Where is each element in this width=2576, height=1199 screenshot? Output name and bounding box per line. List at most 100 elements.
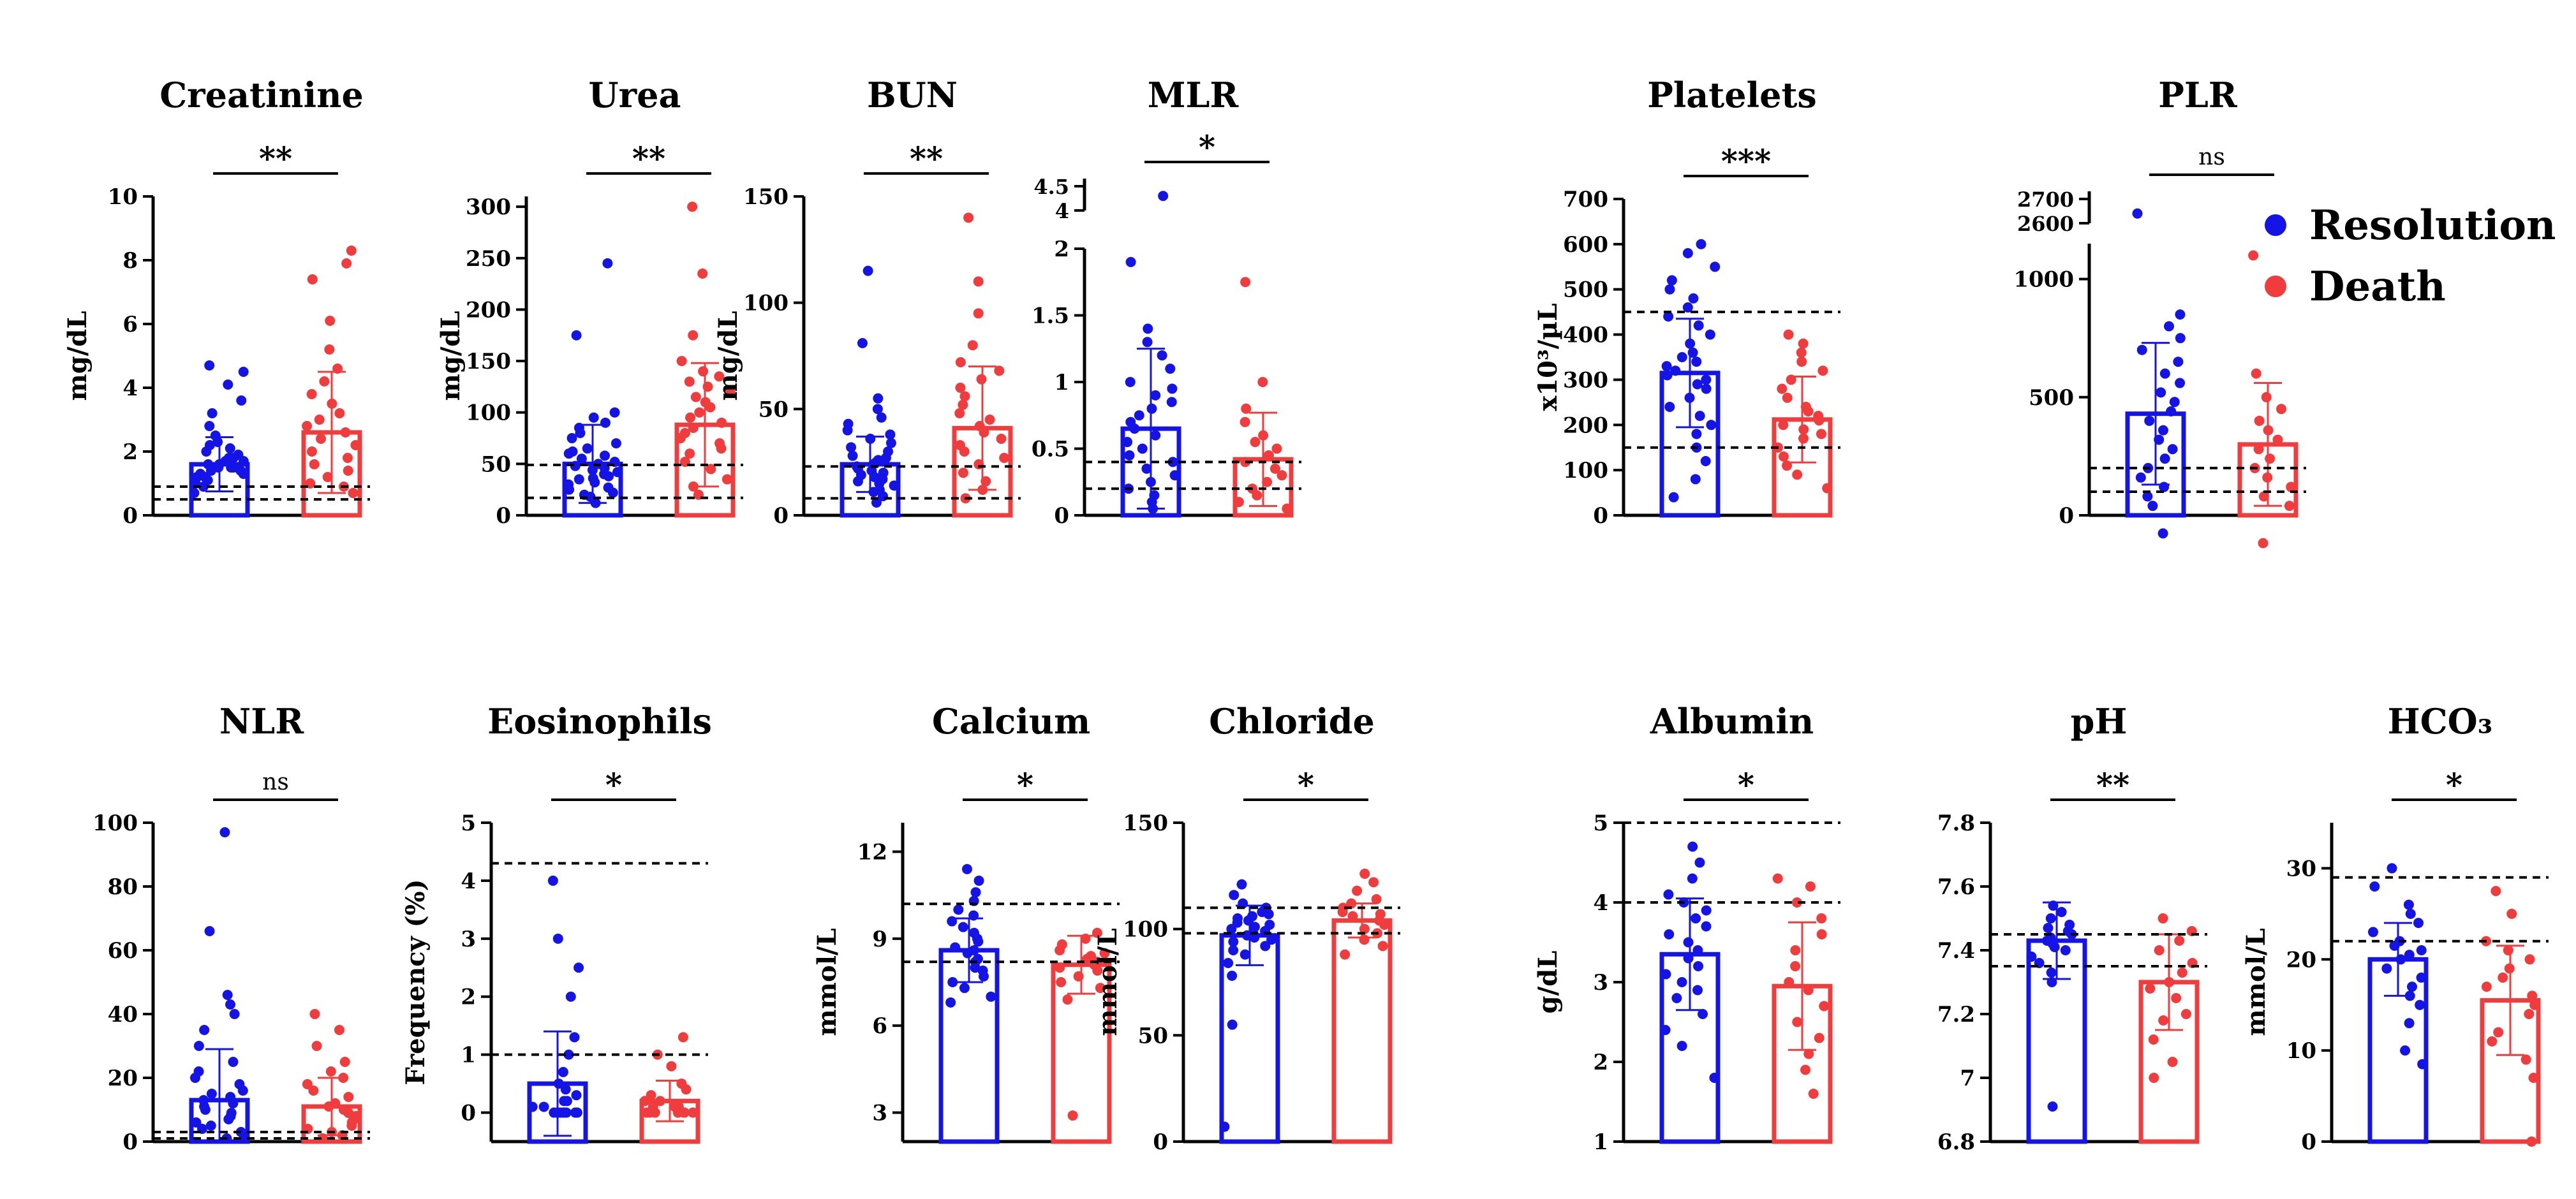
point-creatinine-death: [302, 421, 313, 431]
point-chloride-resolution: [1226, 923, 1237, 934]
point-eosinophils-resolution: [574, 962, 584, 973]
title-bun: BUN: [867, 75, 958, 115]
point-chloride-death: [1375, 909, 1386, 920]
point-hco--resolution: [2417, 1059, 2428, 1070]
point-hco--death: [2491, 886, 2501, 897]
point-creatinine-resolution: [195, 469, 206, 479]
point-chloride-resolution: [1229, 890, 1240, 901]
ytick-label-chloride: 0: [1153, 1129, 1168, 1155]
point-calcium-death: [1056, 939, 1067, 950]
point-bun-resolution: [871, 497, 882, 508]
point-calcium-death: [1067, 1110, 1078, 1121]
point-creatinine-resolution: [233, 450, 244, 460]
ytick-label-ph: 6.8: [1937, 1129, 1975, 1155]
point-urea-death: [725, 386, 736, 397]
point-urea-death: [684, 376, 695, 387]
point-plr-death: [2261, 392, 2272, 402]
point-ph-resolution: [2060, 945, 2071, 955]
point-nlr-resolution: [225, 999, 236, 1010]
point-eosinophils-death: [677, 1032, 688, 1043]
title-ph: pH: [2071, 701, 2128, 742]
point-hco--death: [2493, 1027, 2504, 1038]
point-urea-resolution: [611, 438, 621, 449]
point-mlr-death: [1263, 450, 1274, 460]
ytick-label-chloride: 50: [1138, 1023, 1168, 1048]
point-mlr-death: [1282, 503, 1292, 514]
point-bun-death: [955, 357, 966, 367]
point-hco--resolution: [2403, 899, 2414, 910]
point-eosinophils-death: [655, 1096, 665, 1107]
point-urea-death: [694, 407, 705, 418]
title-eosinophils: Eosinophils: [487, 701, 712, 742]
ytick-label-ph: 7.2: [1937, 1002, 1975, 1027]
point-bun-death: [994, 365, 1005, 376]
point-hco--resolution: [2404, 1018, 2415, 1029]
ytick-label-urea: 150: [466, 349, 511, 374]
point-plr-resolution: [2142, 491, 2153, 502]
point-urea-resolution: [570, 460, 581, 471]
point-albumin-resolution: [1701, 921, 1712, 932]
point-eosinophils-resolution: [549, 1107, 559, 1118]
ytick-label-mlr: 0.5: [1032, 437, 1069, 462]
point-platelets-resolution: [1666, 275, 1677, 286]
ytick-label-hco-: 0: [2301, 1129, 2316, 1155]
point-albumin-resolution: [1671, 993, 1682, 1003]
point-plr-resolution: [2175, 333, 2186, 344]
point-urea-death: [687, 202, 698, 212]
point-nlr-death: [339, 1057, 350, 1067]
point-mlr-resolution: [1137, 443, 1148, 454]
ytick-label-albumin: 2: [1593, 1050, 1608, 1075]
ytick-label-bun: 50: [759, 397, 788, 422]
point-nlr-death: [334, 1025, 345, 1035]
point-mlr-resolution: [1150, 390, 1161, 401]
point-urea-death: [685, 448, 695, 459]
point-nlr-resolution: [225, 1092, 236, 1102]
point-creatinine-resolution: [225, 443, 235, 453]
point-plr-death: [2248, 250, 2259, 261]
point-urea-death: [697, 268, 708, 279]
point-ph-death: [2167, 1057, 2178, 1067]
point-mlr-death: [1240, 277, 1251, 288]
point-hco--death: [2498, 972, 2508, 983]
point-calcium-resolution: [968, 945, 979, 955]
point-mlr-death: [1250, 437, 1261, 448]
point-hco--death: [2524, 1009, 2535, 1019]
point-calcium-resolution: [977, 965, 988, 976]
point-albumin-resolution: [1664, 929, 1675, 939]
point-urea-death: [716, 417, 727, 428]
point-creatinine-death: [343, 453, 353, 463]
point-chloride-death: [1352, 885, 1363, 896]
point-chloride-death: [1371, 894, 1382, 904]
point-mlr-death: [1277, 470, 1287, 481]
ytick-label-platelets: 600: [1563, 232, 1608, 258]
point-urea-resolution: [576, 453, 587, 464]
point-bun-death: [999, 453, 1010, 463]
point-bun-death: [958, 467, 968, 478]
point-bun-death: [955, 383, 966, 393]
ytick-label-upper-plr: 2700: [2017, 188, 2074, 212]
point-platelets-death: [1798, 338, 1809, 349]
point-albumin-death: [1814, 1033, 1825, 1043]
point-calcium-resolution: [953, 904, 964, 915]
point-urea-resolution: [567, 446, 578, 457]
point-eosinophils-resolution: [571, 1090, 582, 1101]
point-chloride-death: [1368, 877, 1379, 888]
legend-dot-resolution: [2265, 214, 2286, 236]
ytick-label-urea: 0: [496, 503, 511, 529]
title-albumin: Albumin: [1650, 701, 1814, 742]
ytick-label-nlr: 40: [108, 1002, 138, 1027]
significance-label-calcium: *: [1017, 766, 1033, 804]
point-mlr-resolution: [1157, 350, 1167, 361]
point-eosinophils-death: [666, 1061, 677, 1071]
point-creatinine-death: [343, 466, 353, 476]
ytick-label-nlr: 0: [122, 1129, 138, 1155]
significance-label-creatinine: **: [259, 140, 292, 177]
point-ph-death: [2174, 936, 2185, 946]
point-chloride-resolution: [1228, 945, 1239, 955]
point-plr-resolution: [2163, 321, 2174, 332]
point-platelets-death: [1782, 392, 1793, 403]
point-calcium-resolution: [968, 927, 979, 938]
point-creatinine-death: [350, 440, 361, 450]
ytick-label-creatinine: 4: [122, 376, 138, 401]
